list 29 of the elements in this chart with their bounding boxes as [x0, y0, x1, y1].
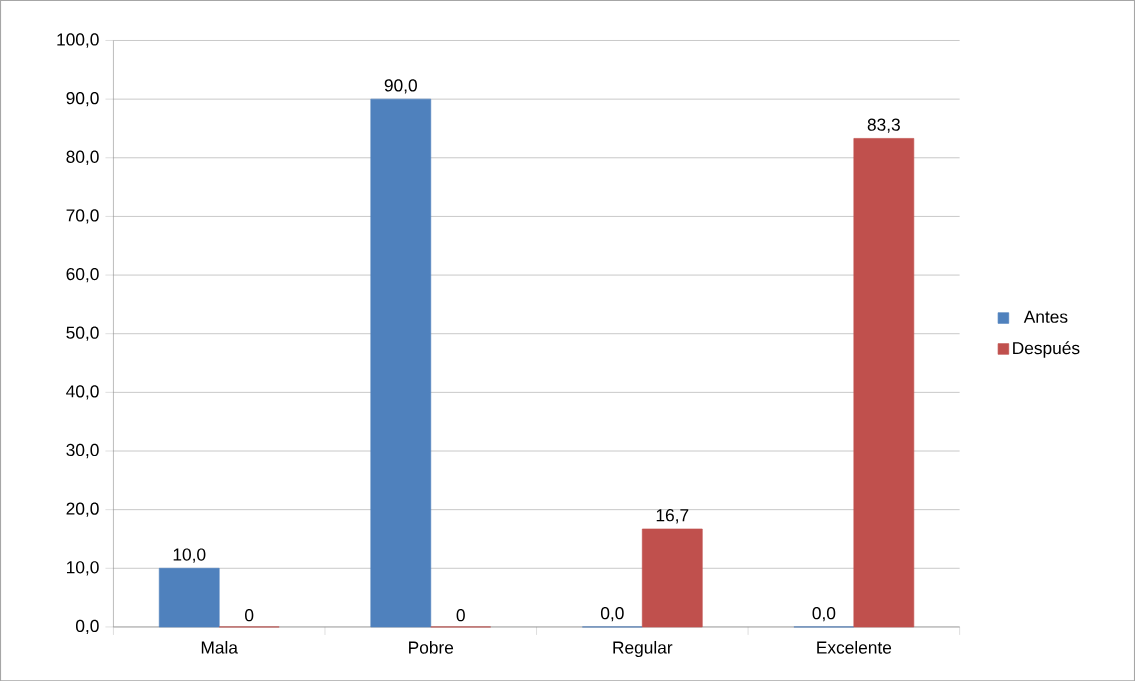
data-label: 0,0 — [600, 606, 624, 622]
y-tick-label: 10,0 — [67, 560, 99, 576]
data-label: 10,0 — [173, 548, 206, 563]
data-label: 90,0 — [384, 79, 417, 94]
y-tick-label: 90,0 — [66, 91, 99, 107]
bar — [853, 137, 915, 628]
y-tick-label: 30,0 — [66, 443, 99, 458]
bar — [370, 98, 432, 628]
x-tick-label: Regular — [613, 640, 673, 657]
x-tick-label: Excelente — [817, 640, 892, 654]
data-label: 16,7 — [656, 508, 689, 524]
x-tick-label: Mala — [201, 640, 238, 654]
legend-label: Antes — [1023, 310, 1068, 323]
y-tick-label: 80,0 — [66, 150, 99, 165]
bar — [158, 567, 220, 628]
data-label: 0 — [456, 608, 465, 622]
y-tick-label: 70,0 — [66, 209, 99, 224]
data-label: 0 — [245, 608, 254, 622]
y-tick-label: 40,0 — [66, 385, 99, 400]
data-label: 83,3 — [867, 118, 900, 133]
x-tick-label: Pobre — [409, 640, 454, 654]
y-tick-label: 60,0 — [66, 267, 99, 283]
data-label: 0,0 — [812, 606, 836, 622]
y-tick-label: 20,0 — [66, 502, 99, 517]
y-tick-label: 100,0 — [57, 33, 99, 48]
y-tick-label: 0,0 — [75, 619, 99, 634]
y-tick-label: 50,0 — [66, 326, 99, 341]
bar — [641, 528, 703, 628]
legend-label: Después — [1013, 341, 1080, 358]
